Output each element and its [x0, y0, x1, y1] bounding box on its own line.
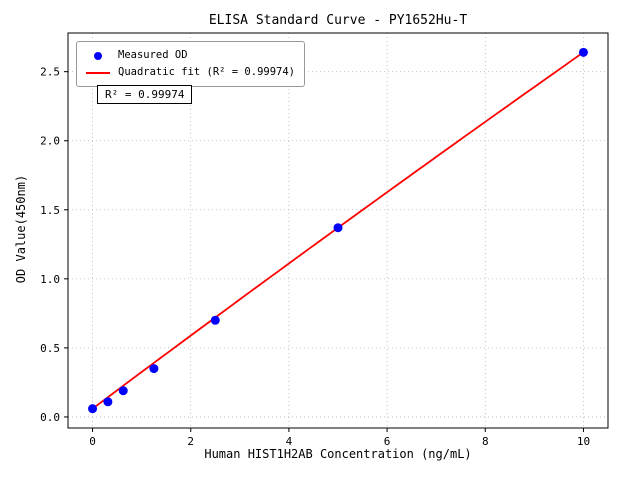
x-tick-label: 4 [286, 435, 293, 448]
x-tick-label: 6 [384, 435, 391, 448]
legend-marker-dot-icon [94, 51, 102, 60]
y-tick-label: 0.0 [40, 411, 60, 424]
y-tick-label: 2.0 [40, 135, 60, 148]
x-tick-label: 2 [187, 435, 194, 448]
data-point [118, 386, 128, 396]
data-point [578, 47, 588, 57]
legend: Measured OD Quadratic fit (R² = 0.99974) [76, 41, 306, 87]
x-tick-label: 10 [577, 435, 590, 448]
data-point [333, 223, 343, 233]
y-tick-label: 0.5 [40, 342, 60, 355]
x-axis-label: Human HIST1H2AB Concentration (ng/mL) [204, 447, 472, 461]
r-squared-annotation: R² = 0.99974 [97, 85, 193, 104]
legend-item-measured-od: Measured OD [86, 47, 295, 64]
legend-label-measured-od: Measured OD [118, 49, 188, 61]
x-tick-label: 0 [89, 435, 96, 448]
y-tick-label: 2.5 [40, 66, 60, 79]
data-point [88, 404, 98, 414]
y-axis-label: OD Value(450nm) [14, 174, 28, 284]
y-tick-label: 1.5 [40, 204, 60, 217]
plot-frame [67, 32, 609, 429]
x-tick-label: 8 [482, 435, 489, 448]
legend-item-quadratic-fit: Quadratic fit (R² = 0.99974) [86, 64, 295, 81]
y-tick-label: 1.0 [40, 273, 60, 286]
data-point [149, 364, 159, 374]
chart-title: ELISA Standard Curve - PY1652Hu-T [208, 13, 468, 28]
legend-label-quadratic-fit: Quadratic fit (R² = 0.99974) [118, 66, 296, 78]
legend-marker-line-icon [86, 71, 110, 74]
data-point [210, 315, 220, 325]
data-point [103, 397, 113, 407]
